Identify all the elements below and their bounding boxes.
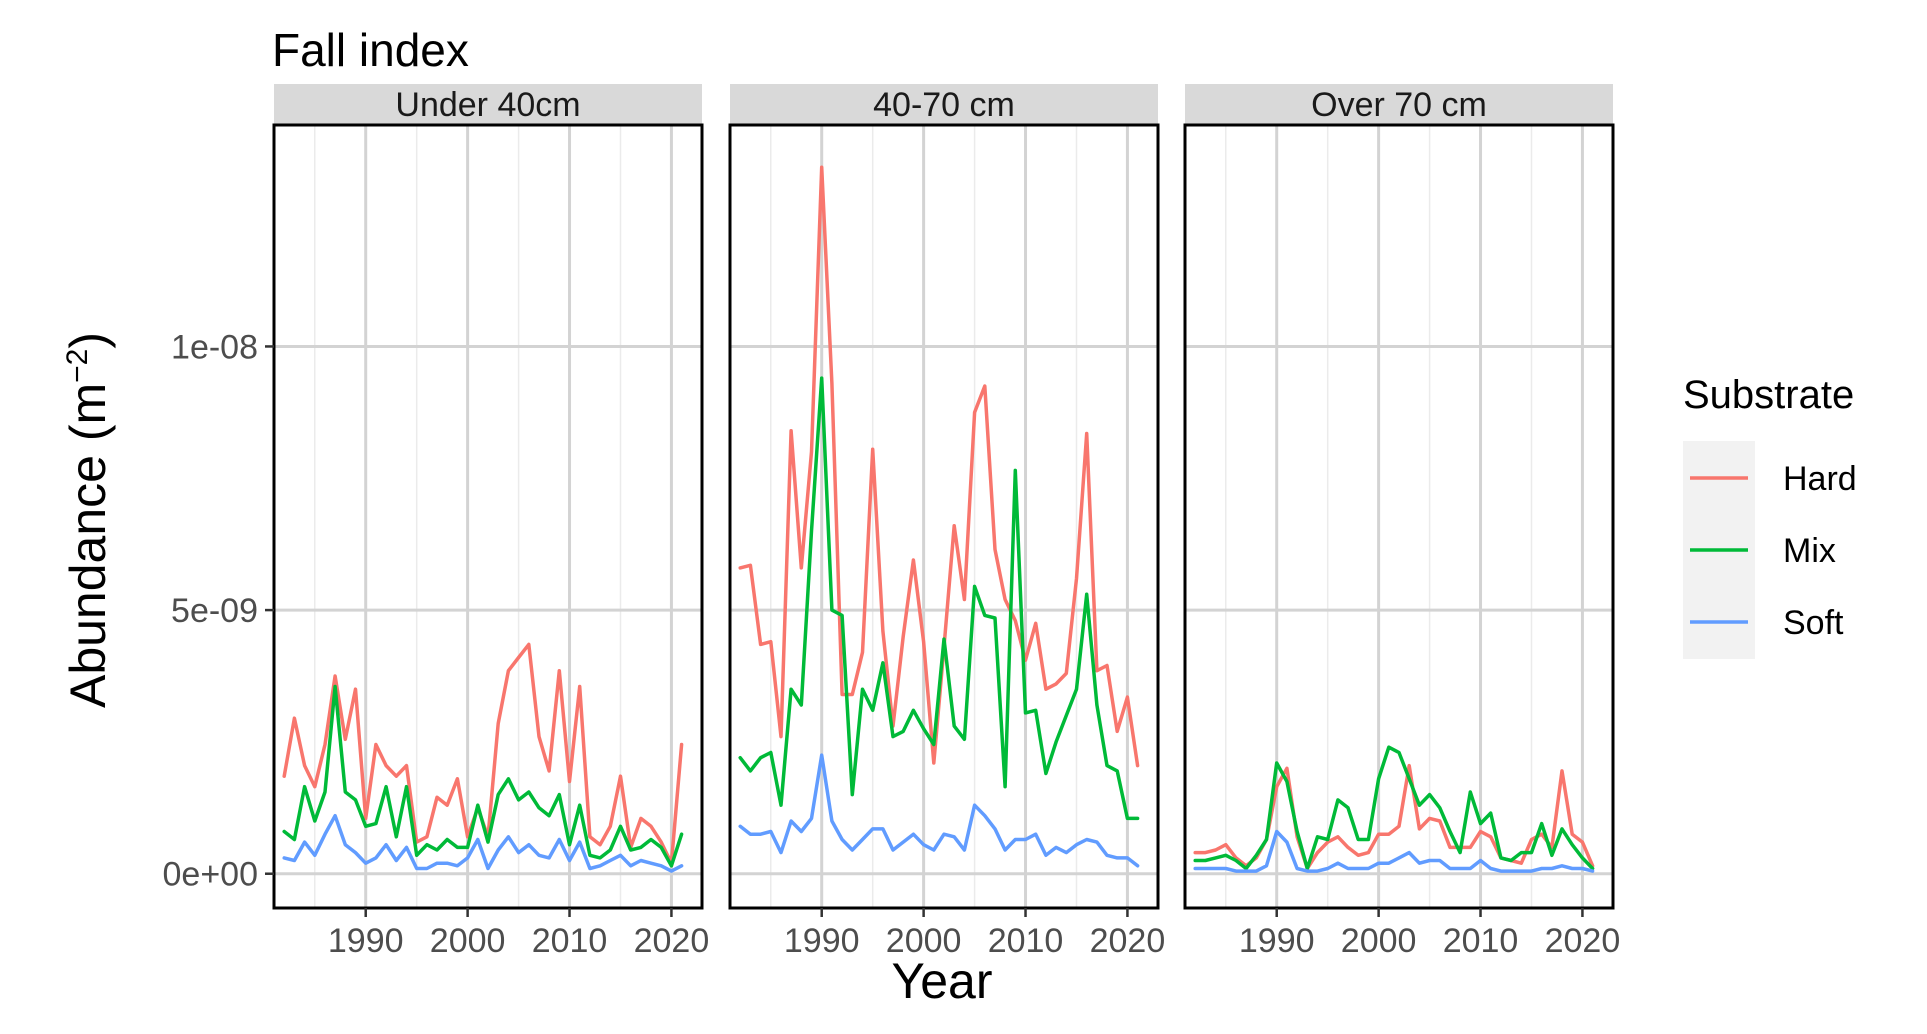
series-line-mix [738,376,1140,821]
panel-2: 40-70 cm 1990 2000 2010 2020 [728,84,1166,960]
legend-label-soft: Soft [1783,604,1844,642]
facet-strip [730,84,1158,125]
y-axis-label-main: Abundance (m [60,383,116,708]
chart-title: Fall index [272,24,469,76]
series-line-soft [1193,829,1595,873]
y-axis-label-superscript: −2 [61,349,94,383]
x-tick-label: 2020 [1090,922,1166,960]
panel-border [272,123,704,910]
plot-background [274,125,702,908]
x-tick-label: 2010 [988,922,1064,960]
x-axis-label: Year [891,953,992,1009]
panel-1: Under 40cm 1990 2000 2010 2020 0e+00 5e-09 1e-0… [163,84,710,960]
facet-strip [274,84,702,125]
y-axis-label-close: ) [60,332,116,349]
y-axis-label: Abundance (m−2) [60,332,116,708]
x-tick-label: 2010 [532,922,608,960]
legend-title: Substrate [1683,373,1854,417]
facet-label: Under 40cm [395,86,580,124]
plot-background [1185,125,1613,908]
x-tick-label: 2000 [886,922,962,960]
series-line-soft [738,753,1140,868]
legend-label-hard: Hard [1783,460,1857,498]
x-tick-label: 1990 [784,922,860,960]
y-tick-label: 5e-09 [171,592,258,630]
panel-border [1183,123,1615,910]
x-tick-label: 2020 [634,922,710,960]
series-line-mix [282,684,684,868]
legend: Substrate Hard Mix Soft [1683,373,1857,659]
legend-label-mix: Mix [1783,532,1836,570]
panels: Under 40cm 1990 2000 2010 2020 0e+00 5e-09 1e-0… [163,84,1621,960]
facet-label: Over 70 cm [1311,86,1487,124]
plot-background [730,125,1158,908]
series-line-soft [282,813,684,873]
series-line-mix [1193,745,1595,871]
x-tick-label: 2000 [1341,922,1417,960]
panel-3: Over 70 cm 1990 2000 2010 2020 [1183,84,1621,960]
facet-strip [1185,84,1613,125]
y-tick-label: 1e-08 [171,328,258,366]
x-tick-label: 2020 [1545,922,1621,960]
y-tick-label: 0e+00 [163,856,259,894]
x-tick-label: 2000 [430,922,506,960]
panel-border [728,123,1160,910]
x-tick-label: 1990 [328,922,404,960]
facet-label: 40-70 cm [873,86,1015,124]
x-tick-label: 2010 [1443,922,1519,960]
x-tick-label: 1990 [1239,922,1315,960]
